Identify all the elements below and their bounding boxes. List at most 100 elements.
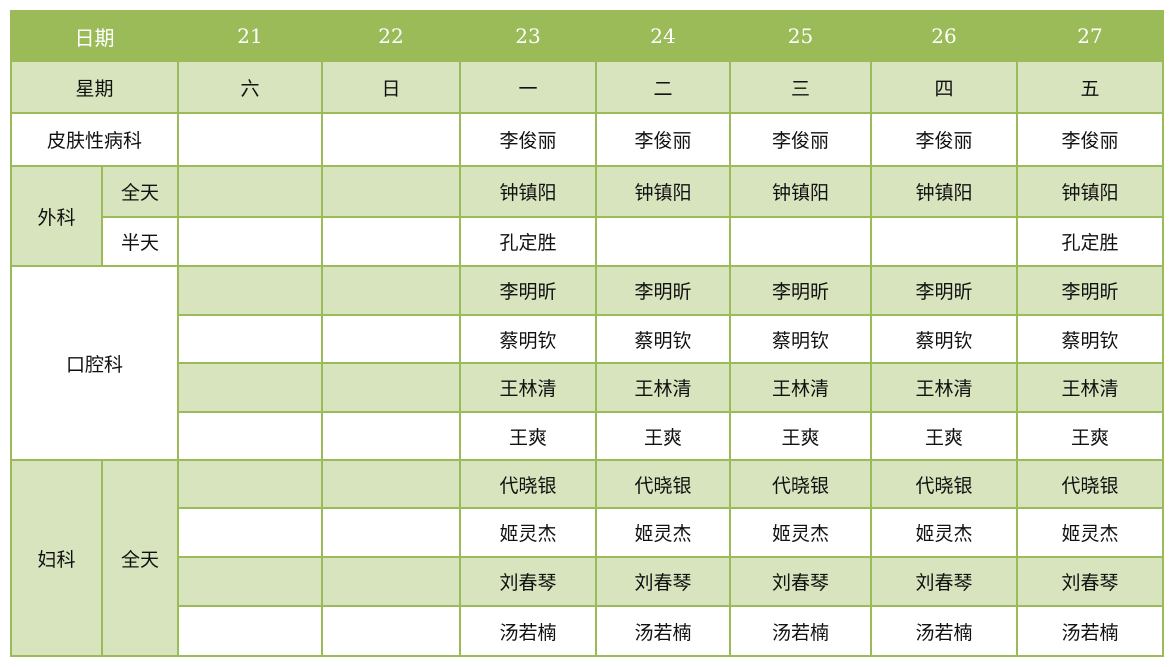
doctor-cell: 李明昕 [595, 265, 731, 316]
doctor-cell [177, 265, 323, 316]
doctor-cell: 李明昕 [870, 265, 1018, 316]
table-row: 王爽 王爽 王爽 王爽 王爽 [11, 411, 1164, 461]
doctor-cell [321, 165, 461, 218]
doctor-cell: 代晓银 [459, 459, 597, 509]
doctor-cell [729, 216, 872, 267]
doctor-cell: 姬灵杰 [1016, 507, 1164, 558]
doctor-cell: 王林清 [595, 362, 731, 413]
doctor-cell [321, 216, 461, 267]
doctor-cell: 钟镇阳 [595, 165, 731, 218]
date-cell: 21 [177, 10, 323, 62]
doctor-cell [321, 265, 461, 316]
table-row: 半天 孔定胜 孔定胜 [11, 216, 1164, 267]
weekday-cell: 三 [729, 60, 872, 114]
department-name: 皮肤性病科 [10, 112, 179, 167]
doctor-cell: 汤若楠 [459, 605, 597, 657]
doctor-cell [177, 556, 323, 607]
doctor-cell: 孔定胜 [459, 216, 597, 267]
date-cell: 24 [595, 10, 731, 62]
doctor-cell: 钟镇阳 [459, 165, 597, 218]
weekday-cell: 日 [321, 60, 461, 114]
doctor-cell [177, 507, 323, 558]
weekday-cell: 一 [459, 60, 597, 114]
doctor-cell [177, 605, 323, 657]
doctor-cell [870, 216, 1018, 267]
date-cell: 25 [729, 10, 872, 62]
date-cell: 27 [1016, 10, 1164, 62]
table-row: 蔡明钦 蔡明钦 蔡明钦 蔡明钦 蔡明钦 [11, 314, 1164, 364]
doctor-cell: 蔡明钦 [870, 314, 1018, 364]
doctor-cell [177, 112, 323, 167]
doctor-cell [177, 459, 323, 509]
doctor-cell [595, 216, 731, 267]
shift-label: 半天 [101, 216, 179, 267]
doctor-cell [321, 411, 461, 461]
weekday-cell: 二 [595, 60, 731, 114]
doctor-cell: 代晓银 [870, 459, 1018, 509]
doctor-cell [177, 362, 323, 413]
doctor-cell: 刘春琴 [870, 556, 1018, 607]
doctor-cell: 钟镇阳 [1016, 165, 1164, 218]
date-cell: 26 [870, 10, 1018, 62]
doctor-cell [321, 605, 461, 657]
table-row: 妇科 全天 代晓银 代晓银 代晓银 代晓银 代晓银 [10, 459, 1164, 657]
doctor-cell: 李俊丽 [459, 112, 597, 167]
doctor-cell [177, 314, 323, 364]
doctor-cell: 刘春琴 [729, 556, 872, 607]
doctor-cell [321, 459, 461, 509]
table-row: 星期六日一二三四五 [10, 60, 1164, 114]
doctor-cell: 李明昕 [1016, 265, 1164, 316]
doctor-cell: 汤若楠 [1016, 605, 1164, 657]
table-row: 王林清 王林清 王林清 王林清 王林清 [11, 362, 1164, 413]
doctor-cell: 李俊丽 [729, 112, 872, 167]
doctor-cell: 姬灵杰 [870, 507, 1018, 558]
doctor-cell: 蔡明钦 [729, 314, 872, 364]
table-row: 皮肤性病科 李俊丽 李俊丽 李俊丽 李俊丽 李俊丽 [10, 112, 1164, 167]
doctor-cell: 王爽 [870, 411, 1018, 461]
department-name: 外科 [10, 165, 103, 267]
doctor-cell: 代晓银 [1016, 459, 1164, 509]
doctor-cell: 汤若楠 [729, 605, 872, 657]
table-row: 姬灵杰 姬灵杰 姬灵杰 姬灵杰 姬灵杰 [11, 507, 1164, 558]
shift-label: 全天 [101, 459, 179, 657]
doctor-cell: 汤若楠 [595, 605, 731, 657]
doctor-cell: 王爽 [729, 411, 872, 461]
doctor-cell [321, 362, 461, 413]
doctor-cell: 李俊丽 [1016, 112, 1164, 167]
doctor-cell: 李明昕 [729, 265, 872, 316]
doctor-cell: 刘春琴 [459, 556, 597, 607]
date-cell: 23 [459, 10, 597, 62]
doctor-cell: 钟镇阳 [729, 165, 872, 218]
date-header-label: 日期 [10, 10, 179, 62]
table-row: 日期 21 22 23 24 25 26 27 [10, 10, 1164, 62]
doctor-cell: 王林清 [459, 362, 597, 413]
doctor-cell [321, 314, 461, 364]
doctor-cell: 王爽 [459, 411, 597, 461]
doctor-cell [321, 556, 461, 607]
doctor-cell: 蔡明钦 [1016, 314, 1164, 364]
doctor-cell: 王林清 [1016, 362, 1164, 413]
weekday-cell: 四 [870, 60, 1018, 114]
doctor-cell: 王爽 [1016, 411, 1164, 461]
shift-label: 全天 [101, 165, 179, 218]
doctor-cell: 王林清 [870, 362, 1018, 413]
doctor-cell [321, 507, 461, 558]
doctor-cell: 刘春琴 [1016, 556, 1164, 607]
doctor-cell [177, 165, 323, 218]
doctor-cell: 李俊丽 [870, 112, 1018, 167]
doctor-cell: 代晓银 [595, 459, 731, 509]
doctor-cell: 李明昕 [459, 265, 597, 316]
date-cell: 22 [321, 10, 461, 62]
doctor-cell: 姬灵杰 [459, 507, 597, 558]
table-row: 外科 全天 钟镇阳 钟镇阳 钟镇阳 钟镇阳 钟镇阳 [10, 165, 1164, 267]
doctor-cell: 王爽 [595, 411, 731, 461]
doctor-cell [177, 411, 323, 461]
duty-schedule-table: 日期 21 22 23 24 25 26 27 星期六日一二三四五皮肤性病科 李俊丽 李俊丽 李俊丽李… [10, 10, 1164, 657]
doctor-cell: 蔡明钦 [459, 314, 597, 364]
table-row: 口腔科 李明昕 李明昕 李明昕 李明昕 李明昕 [10, 265, 1164, 461]
weekday-cell: 六 [177, 60, 323, 114]
doctor-cell: 姬灵杰 [595, 507, 731, 558]
doctor-cell: 代晓银 [729, 459, 872, 509]
weekday-header-label: 星期 [10, 60, 179, 114]
doctor-cell [177, 216, 323, 267]
